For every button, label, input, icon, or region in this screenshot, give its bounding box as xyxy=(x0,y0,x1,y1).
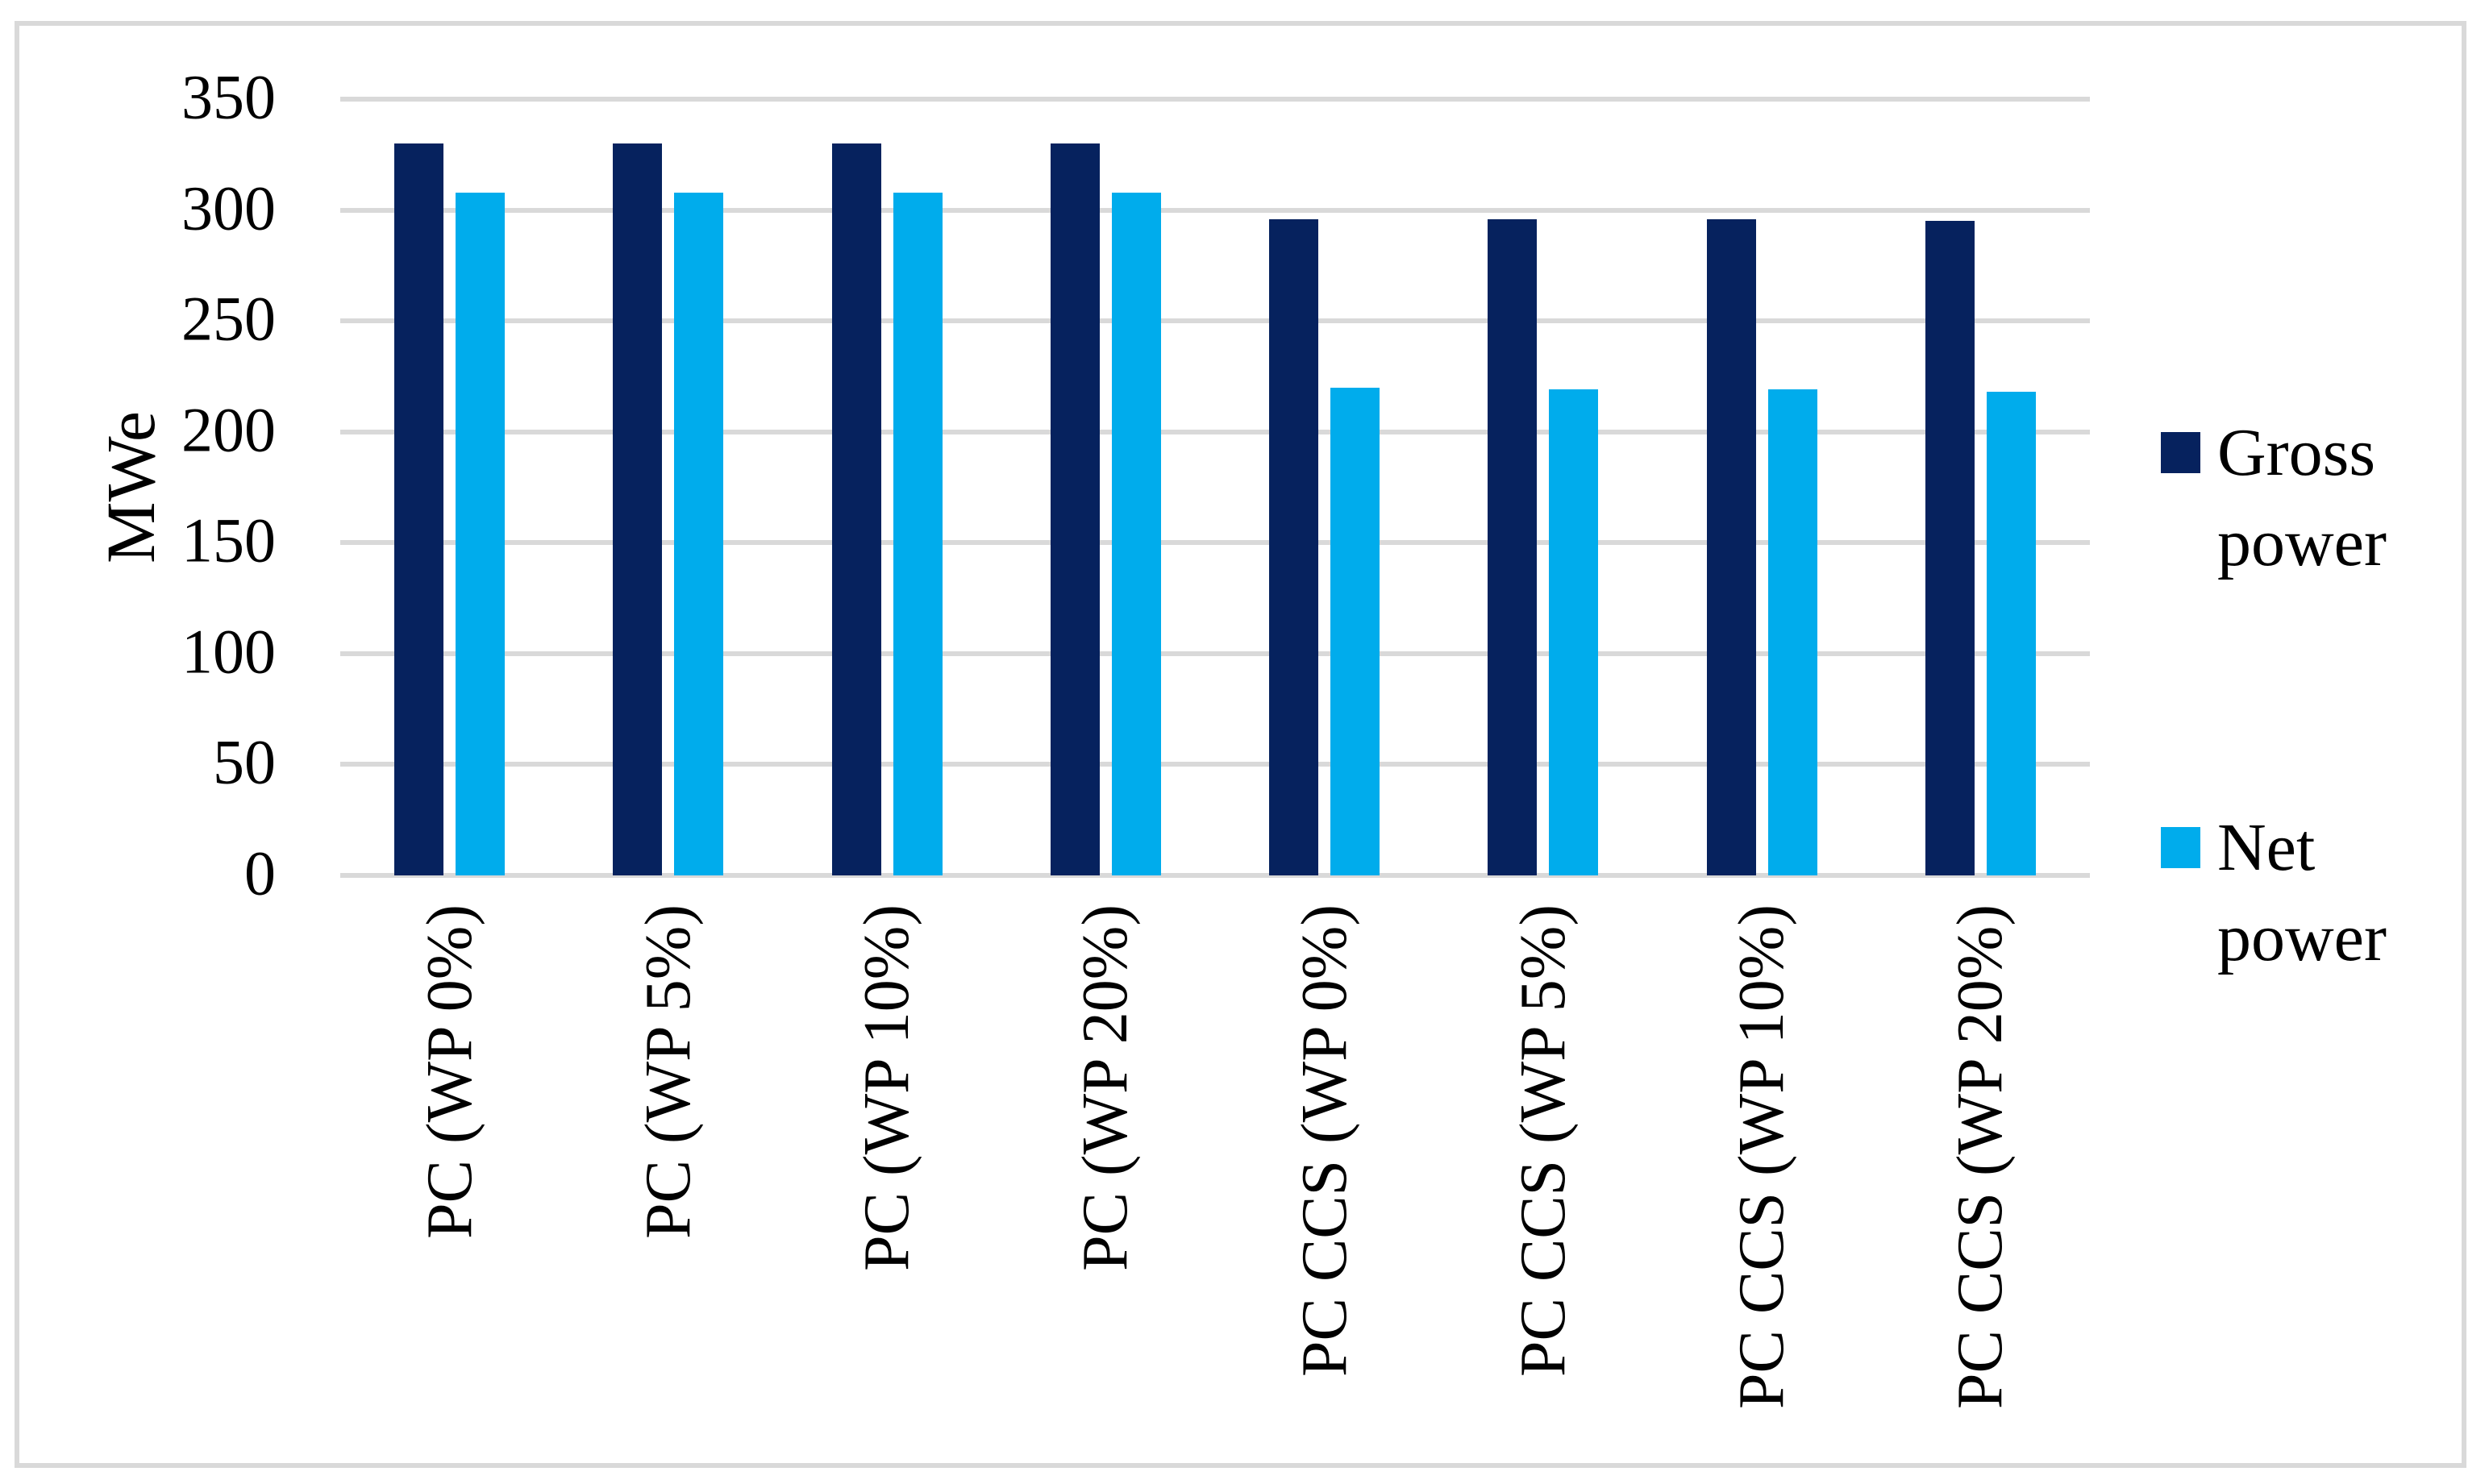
gridline-350 xyxy=(340,97,2090,102)
bar-gross-power-pc-wp-5- xyxy=(613,143,663,875)
legend-marker-net-power xyxy=(2161,827,2200,868)
y-tick-label-200: 200 xyxy=(181,394,276,465)
x-tick-label-pc-wp-20-: PC (WP 20%) xyxy=(997,904,1215,1469)
bar-gross-power-pc-wp-10- xyxy=(831,143,881,875)
gridline-250 xyxy=(340,318,2090,324)
x-tick-label-text: PC (WP 5%) xyxy=(632,904,704,1239)
x-tick-label-pc-ccs-wp-10-: PC CCS (WP 10%) xyxy=(1653,904,1871,1469)
bar-net-power-pc-wp-20- xyxy=(1111,192,1161,875)
bar-gross-power-pc-wp-0- xyxy=(394,143,444,875)
x-tick-label-text: PC CCS (WP 20%) xyxy=(1945,904,2017,1410)
bar-net-power-pc-ccs-wp-5- xyxy=(1549,389,1599,875)
figure-border-frame xyxy=(15,21,2466,1468)
bar-net-power-pc-wp-5- xyxy=(674,192,724,875)
y-tick-label-50: 50 xyxy=(213,727,276,798)
x-tick-label-pc-wp-5-: PC (WP 5%) xyxy=(559,904,777,1469)
y-tick-label-100: 100 xyxy=(181,616,276,687)
bar-net-power-pc-ccs-wp-20- xyxy=(1986,392,2036,875)
y-tick-label-300: 300 xyxy=(181,173,276,243)
y-tick-label-250: 250 xyxy=(181,283,276,354)
y-axis: 0 50 100 150 200 250 300 350 xyxy=(0,65,276,904)
bar-group-pc-wp-20- xyxy=(997,99,1215,875)
x-tick-label-text: PC CCS (WP 10%) xyxy=(1726,904,1798,1410)
bar-net-power-pc-wp-0- xyxy=(456,192,506,875)
x-tick-label-pc-ccs-wp-5-: PC CCS (WP 5%) xyxy=(1434,904,1652,1469)
bar-group-pc-wp-10- xyxy=(778,99,997,875)
gridline-150 xyxy=(340,540,2090,546)
bar-gross-power-pc-ccs-wp-10- xyxy=(1706,218,1756,875)
legend-label-gross-power: Gross power xyxy=(2217,415,2387,580)
legend-entry-net-power: Net power xyxy=(2161,803,2459,983)
bar-net-power-pc-ccs-wp-0- xyxy=(1330,387,1380,875)
legend-entry-gross-power: Gross power xyxy=(2161,408,2459,588)
bar-group-pc-ccs-wp-20- xyxy=(1871,99,2090,875)
x-tick-label-text: PC CCS (WP 0%) xyxy=(1288,904,1360,1378)
legend-marker-gross-power xyxy=(2161,432,2200,473)
bar-group-pc-wp-0- xyxy=(340,99,559,875)
gridline-100 xyxy=(340,651,2090,656)
bar-net-power-pc-wp-10- xyxy=(893,192,943,875)
x-tick-label-pc-wp-10-: PC (WP 10%) xyxy=(778,904,997,1469)
gridline-50 xyxy=(340,762,2090,767)
x-tick-label-pc-ccs-wp-20-: PC CCS (WP 20%) xyxy=(1871,904,2090,1469)
y-tick-label-350: 350 xyxy=(181,61,276,132)
bar-group-pc-ccs-wp-0- xyxy=(1215,99,1434,875)
bar-group-pc-ccs-wp-5- xyxy=(1434,99,1652,875)
plot-area xyxy=(340,97,2090,878)
y-tick-label-0: 0 xyxy=(244,838,276,908)
x-tick-label-text: PC CCS (WP 5%) xyxy=(1507,904,1579,1378)
bar-gross-power-pc-ccs-wp-5- xyxy=(1488,218,1538,875)
gridline-0 xyxy=(340,873,2090,878)
x-axis: PC (WP 0%) PC (WP 5%) PC (WP 10%) PC (WP 20… xyxy=(340,904,2090,1469)
bar-group-pc-wp-5- xyxy=(559,99,777,875)
x-tick-label-pc-wp-0-: PC (WP 0%) xyxy=(340,904,559,1469)
gridline-200 xyxy=(340,429,2090,434)
legend-label-net-power: Net power xyxy=(2217,810,2387,975)
y-tick-label-150: 150 xyxy=(181,505,276,576)
bar-gross-power-pc-ccs-wp-20- xyxy=(1925,221,1975,875)
bar-gross-power-pc-wp-20- xyxy=(1050,143,1100,875)
bar-group-pc-ccs-wp-10- xyxy=(1653,99,1871,875)
x-tick-label-text: PC (WP 0%) xyxy=(414,904,485,1239)
bar-gross-power-pc-ccs-wp-0- xyxy=(1269,218,1319,875)
x-tick-label-text: PC (WP 10%) xyxy=(851,904,923,1271)
x-tick-label-text: PC (WP 20%) xyxy=(1070,904,1142,1271)
bar-net-power-pc-ccs-wp-10- xyxy=(1767,389,1817,875)
gridline-300 xyxy=(340,207,2090,213)
x-tick-label-pc-ccs-wp-0-: PC CCS (WP 0%) xyxy=(1215,904,1434,1469)
